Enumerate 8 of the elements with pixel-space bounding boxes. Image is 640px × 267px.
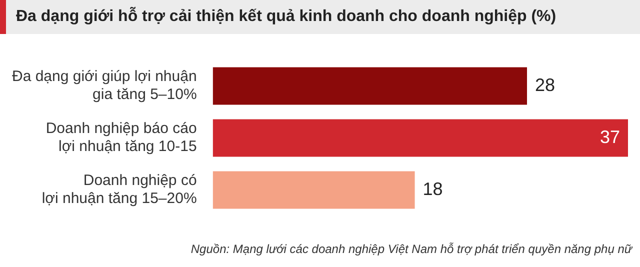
data-label: 37 xyxy=(600,126,620,147)
data-label: 28 xyxy=(535,74,556,95)
text: Nguồn: Mạng lưới các doanh nghiệp Việt Nam hỗ trợ phát triển quyền năng phụ nữ xyxy=(190,242,634,256)
y-tick-label: Đa dạng giới giúp lợi nhuận gia tăng 5–10% xyxy=(12,68,197,104)
chart-title: Đa dạng giới hỗ trợ cải thiện kết quả kinh doanh cho doanh nghiệp (%) xyxy=(15,8,556,26)
data-label: 18 xyxy=(422,178,443,199)
y-tick-label: Doanh nghiệp có lợi nhuận tăng 15–20% xyxy=(42,172,197,208)
y-tick-label: Doanh nghiệp báo cáo lợi nhuận tăng 10-15 xyxy=(46,120,197,156)
